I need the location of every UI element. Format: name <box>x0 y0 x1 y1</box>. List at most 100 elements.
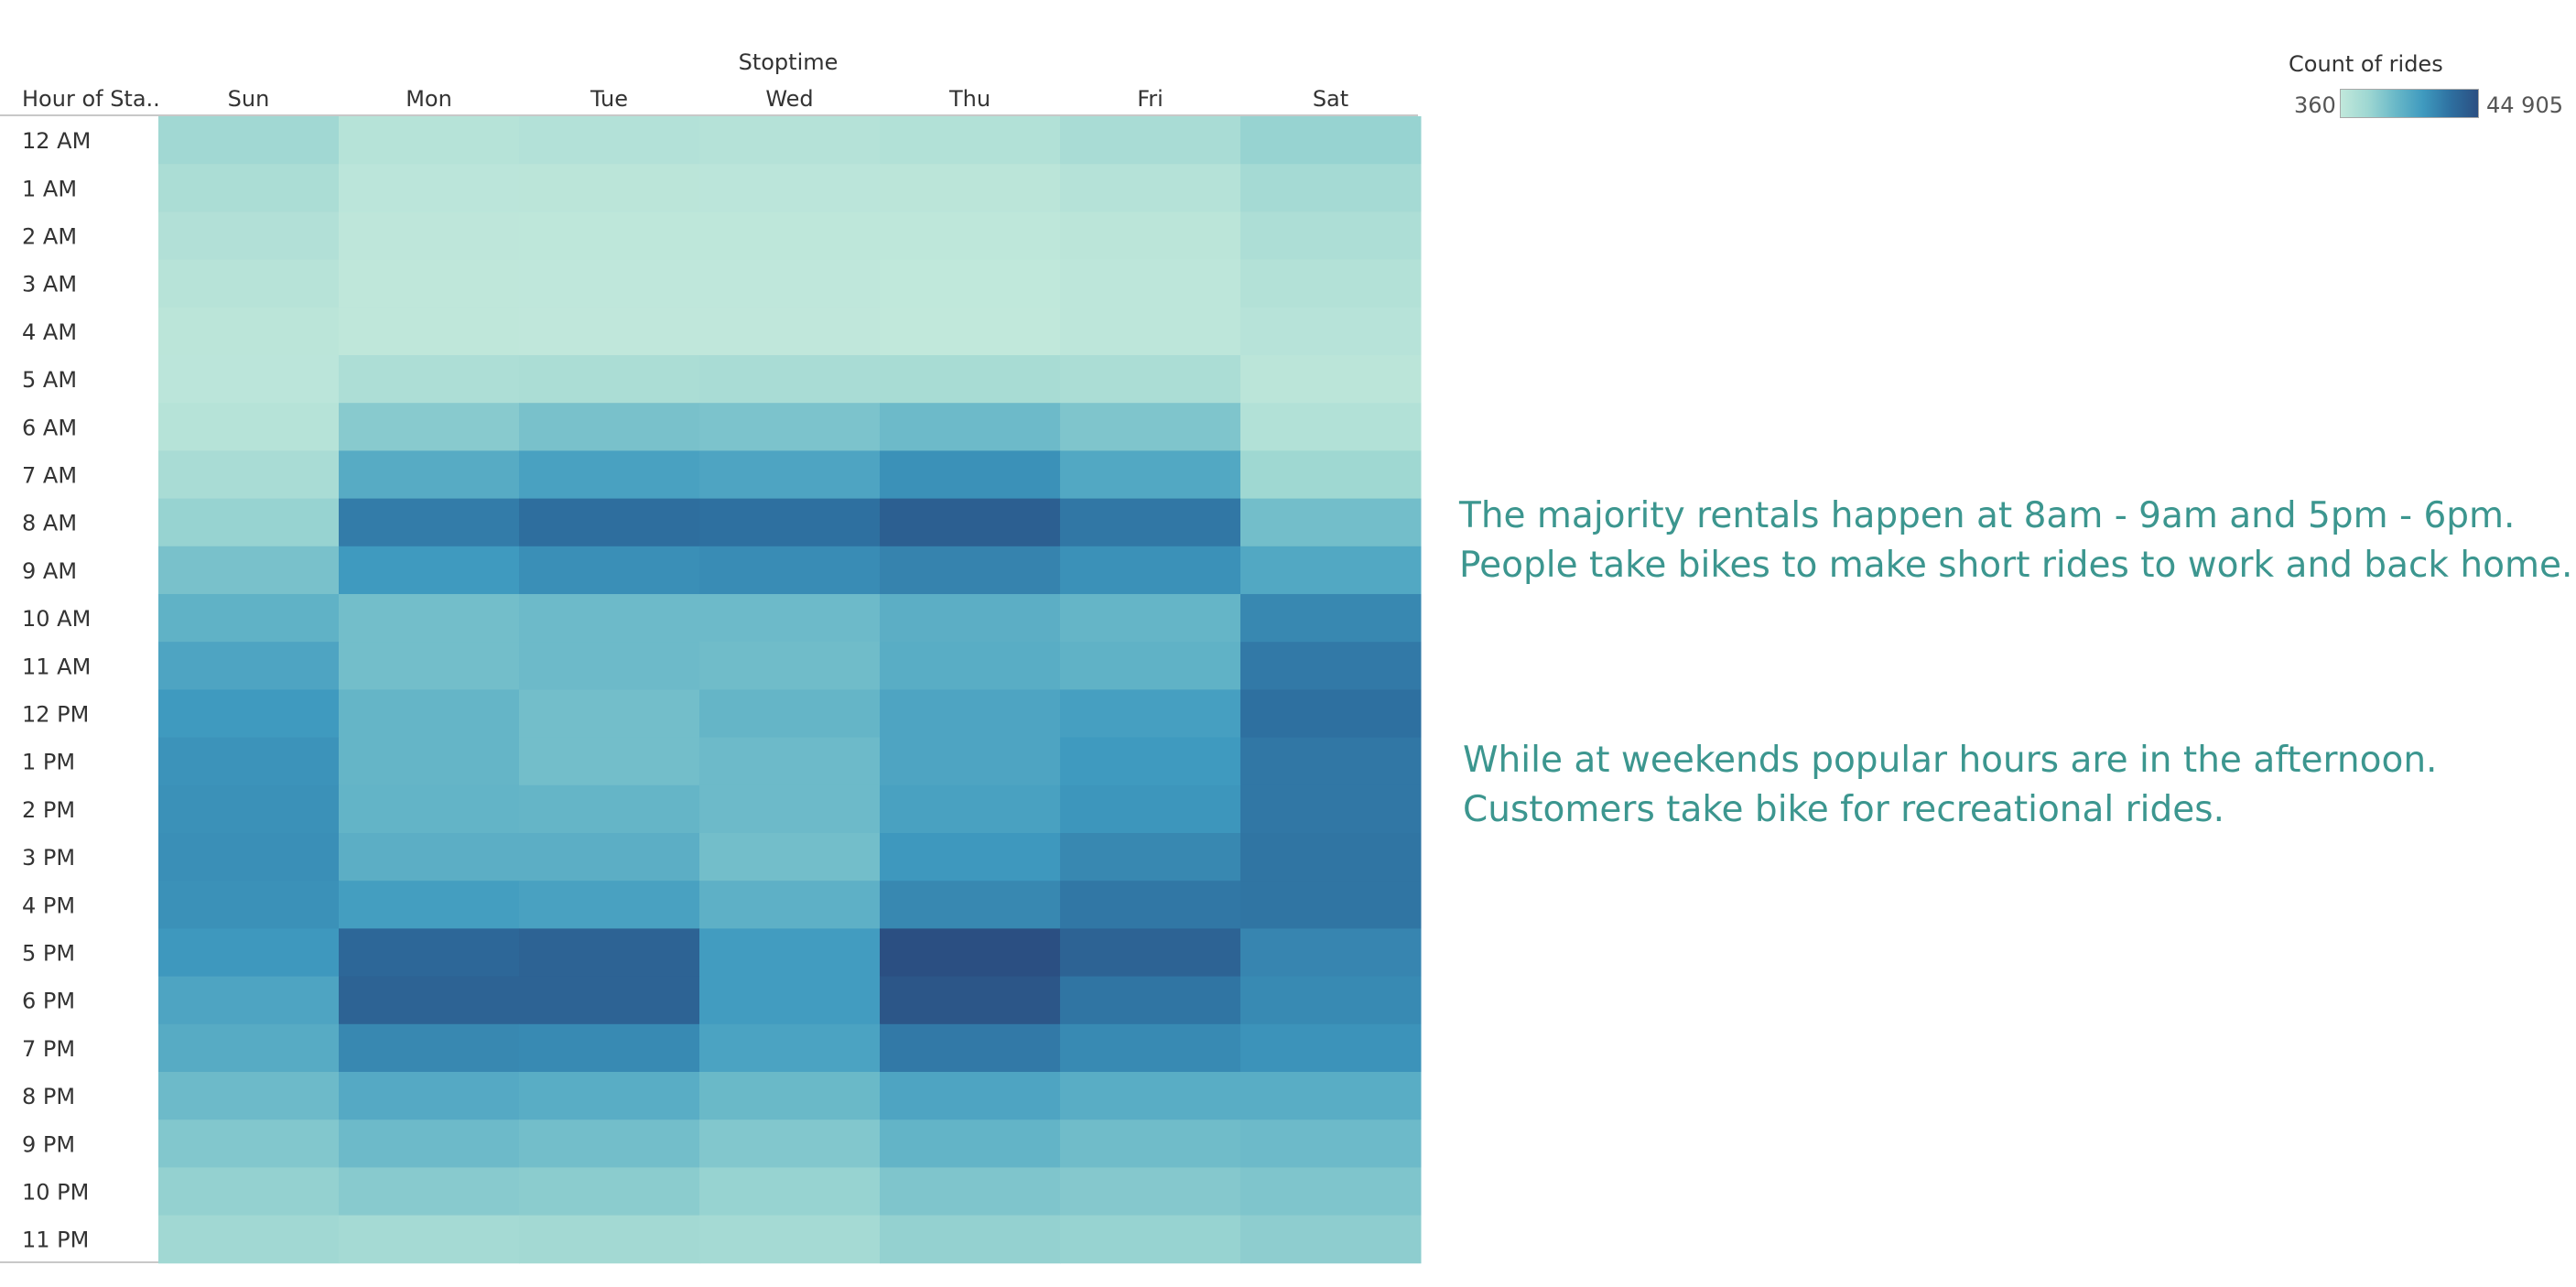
heatmap-cell <box>339 737 520 786</box>
heatmap-cell <box>1240 259 1422 308</box>
heatmap-cell <box>339 546 520 595</box>
heatmap-cell <box>519 1167 700 1217</box>
heatmap-cell <box>699 928 881 978</box>
row-header-6-pm: 6 PM <box>22 989 75 1014</box>
heatmap-cell <box>1060 689 1241 739</box>
heatmap-cell <box>339 881 520 929</box>
heatmap-cell <box>519 1072 700 1120</box>
heatmap-cell <box>1060 546 1241 595</box>
heatmap-cell <box>1060 784 1241 834</box>
heatmap-cell <box>158 403 340 451</box>
heatmap-cell <box>339 164 520 212</box>
heatmap-cell <box>1240 450 1422 500</box>
heatmap-cell <box>1060 116 1241 165</box>
row-header-7-am: 7 AM <box>22 463 77 489</box>
heatmap-cell <box>699 211 881 261</box>
row-header-8-pm: 8 PM <box>22 1084 75 1109</box>
heatmap-cell <box>1060 355 1241 404</box>
heatmap-cell <box>519 881 700 929</box>
heatmap-cell <box>880 642 1061 690</box>
heatmap-cell <box>519 642 700 690</box>
heatmap-cell <box>880 881 1061 929</box>
heatmap-cell <box>158 1215 340 1264</box>
heatmap-cell <box>158 784 340 834</box>
heatmap-cell <box>880 594 1061 643</box>
heatmap-cell <box>880 355 1061 404</box>
row-header-1-am: 1 AM <box>22 176 77 201</box>
heatmap-cell <box>1240 784 1422 834</box>
heatmap-cell <box>519 784 700 834</box>
row-header-4-pm: 4 PM <box>22 892 75 918</box>
heatmap-cell <box>339 928 520 978</box>
heatmap-cell <box>880 546 1061 595</box>
heatmap-cell <box>1240 594 1422 643</box>
row-header-3-am: 3 AM <box>22 272 77 297</box>
heatmap-cell <box>699 689 881 739</box>
heatmap-cell <box>519 737 700 786</box>
heatmap-cell <box>1240 689 1422 739</box>
heatmap-cell <box>1240 1023 1422 1073</box>
column-header-sat: Sat <box>1313 86 1348 112</box>
heatmap-cell <box>880 450 1061 500</box>
heatmap-cell <box>1240 1167 1422 1217</box>
heatmap-cell <box>1240 116 1422 165</box>
heatmap-cell <box>519 689 700 739</box>
heatmap-cell <box>1240 833 1422 881</box>
row-header-7-pm: 7 PM <box>22 1036 75 1062</box>
heatmap-cell <box>158 259 340 308</box>
heatmap-cell <box>1060 1215 1241 1264</box>
heatmap-cell <box>339 403 520 451</box>
heatmap-cell <box>158 546 340 595</box>
annotation-weekday: The majority rentals happen at 8am - 9am… <box>1459 492 2572 590</box>
heatmap-cell <box>1060 1167 1241 1217</box>
heatmap-chart: Stoptime Hour of Sta.. Sun Mon Tue Wed Thu Fr… <box>0 49 1422 1264</box>
heatmap-cell <box>519 1119 700 1168</box>
heatmap-cell <box>880 737 1061 786</box>
heatmap-cell <box>699 1167 881 1217</box>
heatmap-cell <box>1060 164 1241 212</box>
heatmap-cell <box>519 259 700 308</box>
heatmap-cell <box>519 403 700 451</box>
column-header-mon: Mon <box>406 86 452 112</box>
heatmap-cell <box>339 784 520 834</box>
heatmap-cell <box>699 164 881 212</box>
heatmap-cell <box>1060 1119 1241 1168</box>
legend-title: Count of rides <box>2289 51 2443 77</box>
heatmap-cell <box>158 450 340 500</box>
heatmap-cell <box>699 833 881 881</box>
heatmap-cell <box>519 355 700 404</box>
heatmap-cell <box>1240 1119 1422 1168</box>
heatmap-cell <box>880 833 1061 881</box>
heatmap-cell <box>1240 546 1422 595</box>
heatmap-cell <box>519 116 700 165</box>
heatmap-cell <box>339 1215 520 1264</box>
row-header-10-am: 10 AM <box>22 606 91 632</box>
heatmap-cell <box>519 1215 700 1264</box>
heatmap-cell <box>1060 403 1241 451</box>
heatmap-cell <box>1060 976 1241 1025</box>
heatmap-cell <box>339 211 520 261</box>
heatmap-cell <box>699 881 881 929</box>
heatmap-cell <box>519 1023 700 1073</box>
heatmap-cell <box>1240 881 1422 929</box>
row-header-9-am: 9 AM <box>22 558 77 584</box>
heatmap-cell <box>158 737 340 786</box>
heatmap-cell <box>1060 498 1241 547</box>
heatmap-cell <box>158 833 340 881</box>
heatmap-cell <box>1060 642 1241 690</box>
heatmap-cell <box>1060 594 1241 643</box>
heatmap-cell <box>699 355 881 404</box>
row-field-label: Hour of Sta.. <box>22 86 160 112</box>
legend-color-ramp <box>2340 89 2479 118</box>
heatmap-cell <box>158 881 340 929</box>
heatmap-cell <box>339 976 520 1025</box>
heatmap-cell <box>158 307 340 356</box>
heatmap-cell <box>158 928 340 978</box>
column-header-tue: Tue <box>590 86 628 112</box>
heatmap-cell <box>339 833 520 881</box>
heatmap-cell <box>339 116 520 165</box>
row-header-3-pm: 3 PM <box>22 845 75 871</box>
heatmap-cell <box>1240 355 1422 404</box>
heatmap-cell <box>1240 211 1422 261</box>
heatmap-cell <box>1240 164 1422 212</box>
